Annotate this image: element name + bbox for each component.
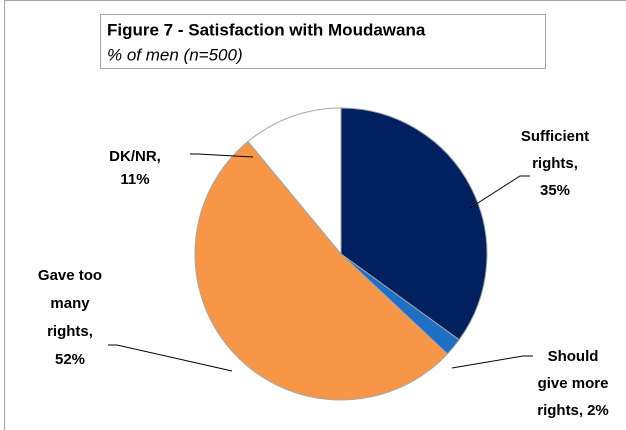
- chart-subtitle: % of men (n=500): [107, 45, 243, 64]
- title-box: [100, 14, 546, 69]
- data-label-value: 35%: [540, 182, 570, 199]
- data-label-category: Sufficient rights,: [521, 128, 589, 172]
- pie-slice: [194, 140, 449, 401]
- chart-title: Figure 7 - Satisfaction with Moudawana: [107, 20, 426, 39]
- data-label-category: Gave too many rights,: [38, 267, 102, 340]
- data-label-category: Should give more rights,: [537, 348, 608, 419]
- pie-slice: [340, 107, 488, 341]
- pie-slice: [247, 107, 342, 256]
- leader-line: [108, 344, 233, 372]
- data-label-value: 52%: [55, 351, 85, 368]
- leader-line: [469, 175, 530, 209]
- data-label-value: 2%: [587, 402, 609, 419]
- leader-line: [190, 153, 254, 158]
- data-label-value: 11%: [120, 171, 149, 188]
- data-label-category: DK/NR,: [109, 148, 161, 165]
- leader-line: [451, 355, 533, 369]
